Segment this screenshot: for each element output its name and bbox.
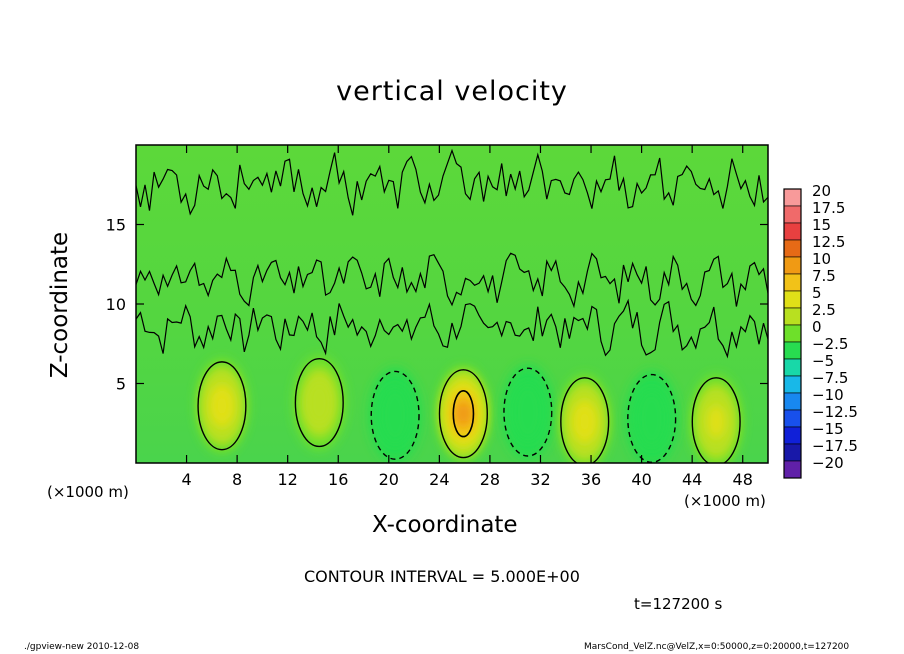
colorbar-label-7: 2.5 <box>812 301 836 319</box>
x-axis-label: X-coordinate <box>372 512 518 538</box>
colorbar-swatch-10 <box>783 358 802 377</box>
colorbar-label-6: 5 <box>812 284 822 302</box>
colorbar-swatch-3 <box>783 239 802 258</box>
cell-4-contour <box>503 367 553 457</box>
cell-5-fill-4 <box>577 408 593 436</box>
contour-interval-note: CONTOUR INTERVAL = 5.000E+00 <box>304 567 580 586</box>
footer-right: MarsCond_VelZ.nc@VelZ,x=0:50000,z=0:2000… <box>584 642 850 652</box>
footer-left: ./gpview-new 2010-12-08 <box>24 642 140 652</box>
x-tick-label-5: 24 <box>429 470 449 489</box>
colorbar-label-10: −5 <box>812 352 834 370</box>
cell-3-contour <box>438 369 488 459</box>
colorbar-label-0: 20 <box>812 182 831 200</box>
x-tick-label-10: 44 <box>682 470 702 489</box>
colorbar-label-4: 10 <box>812 250 831 268</box>
colorbar-label-15: −17.5 <box>812 437 858 455</box>
cell-5-contour <box>560 377 610 463</box>
y-axis-label: Z-coordinate <box>47 231 73 379</box>
colorbar-label-11: −7.5 <box>812 369 848 387</box>
zero-contour-upper <box>136 148 768 216</box>
cell-4-fill-1 <box>511 382 545 442</box>
colorbar-label-16: −20 <box>812 454 844 472</box>
cell-3-fill-8 <box>458 405 468 422</box>
colorbar-swatch-11 <box>783 375 802 394</box>
x-tick-label-8: 36 <box>581 470 601 489</box>
x-tick-label-7: 32 <box>530 470 550 489</box>
z-axis-unit: (×1000 m) <box>47 483 129 501</box>
colorbar-swatch-7 <box>783 307 802 326</box>
colorbar-swatch-9 <box>783 341 802 360</box>
colorbar-swatch-16 <box>783 460 802 479</box>
colorbar-swatch-0 <box>783 188 802 207</box>
colorbar-label-5: 7.5 <box>812 267 836 285</box>
colorbar-swatch-2 <box>783 222 802 241</box>
field-cells <box>136 148 768 463</box>
cell-2-fill-1 <box>378 385 412 445</box>
colorbar-frame <box>783 188 802 479</box>
zero-contour-lower <box>136 298 768 359</box>
cell-3-inner-contour <box>452 390 475 438</box>
colorbar-swatch-5 <box>783 273 802 292</box>
cell-7-contour <box>691 377 741 463</box>
x-tick-label-9: 40 <box>631 470 651 489</box>
chart-title: vertical velocity <box>336 76 568 107</box>
colorbar-label-1: 17.5 <box>812 199 845 217</box>
cell-0-fill-4 <box>214 392 230 420</box>
cell-7-fill-3 <box>706 405 726 439</box>
colorbar-swatch-1 <box>783 205 802 224</box>
x-tick-label-11: 48 <box>733 470 753 489</box>
colorbar-label-13: −12.5 <box>812 403 858 421</box>
cell-2-contour <box>370 370 420 460</box>
z-tick-label-1: 10 <box>106 295 126 314</box>
colorbar-label-14: −15 <box>812 420 844 438</box>
colorbar-swatch-13 <box>783 409 802 428</box>
colorbar-swatch-8 <box>783 324 802 343</box>
colorbar-label-8: 0 <box>812 318 822 336</box>
colorbar-swatch-6 <box>783 290 802 309</box>
colorbar-label-2: 15 <box>812 216 831 234</box>
x-axis-unit: (×1000 m) <box>684 492 766 510</box>
x-tick-label-1: 8 <box>232 470 242 489</box>
time-label: t=127200 s <box>634 595 723 613</box>
cell-0-contour <box>197 361 247 451</box>
colorbar-label-12: −10 <box>812 386 844 404</box>
cell-6-fill-1 <box>635 389 669 448</box>
x-tick-label-0: 4 <box>181 470 191 489</box>
zero-contour-middle <box>136 252 768 309</box>
colorbar-swatch-4 <box>783 256 802 275</box>
colorbar-label-9: −2.5 <box>812 335 848 353</box>
x-tick-label-4: 20 <box>379 470 399 489</box>
colorbar-label-3: 12.5 <box>812 233 845 251</box>
colorbar-swatch-15 <box>783 443 802 462</box>
colorbar-swatch-12 <box>783 392 802 411</box>
colorbar-swatch-14 <box>783 426 802 445</box>
x-tick-label-3: 16 <box>328 470 348 489</box>
cell-1-contour <box>294 357 344 448</box>
cell-1-fill-2 <box>307 381 332 424</box>
x-tick-label-2: 12 <box>278 470 298 489</box>
x-tick-label-6: 28 <box>480 470 500 489</box>
z-tick-label-0: 5 <box>116 375 126 394</box>
z-tick-label-2: 15 <box>106 216 126 235</box>
